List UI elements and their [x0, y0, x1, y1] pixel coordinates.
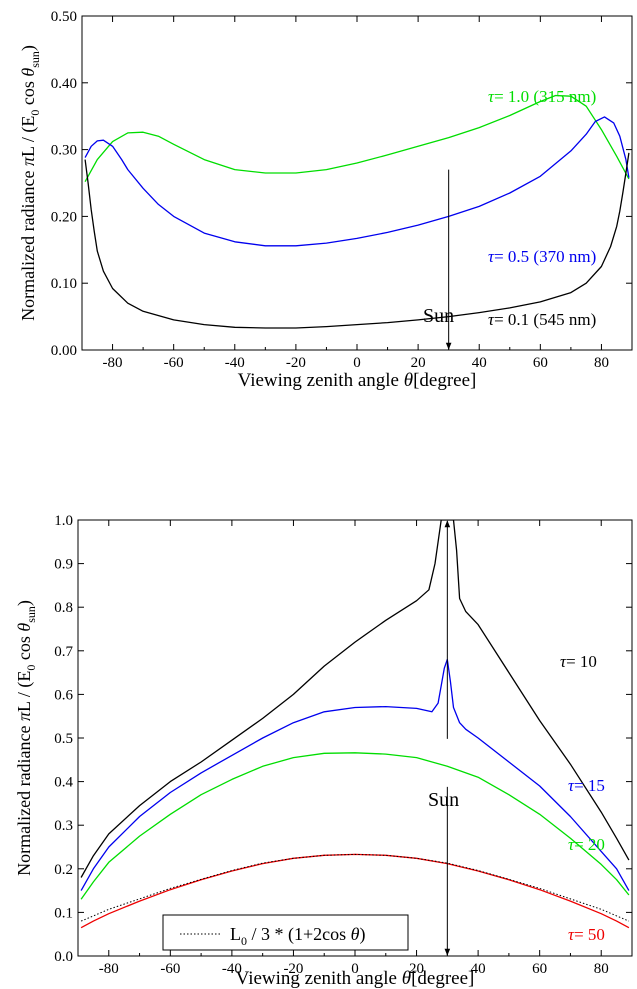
- chart-bottom-series: [80, 520, 630, 929]
- x-tick-label: -40: [222, 961, 242, 977]
- y-tick-label: 0.5: [54, 731, 73, 747]
- x-tick-label: 0: [351, 961, 359, 977]
- x-tick-label: 60: [532, 961, 547, 977]
- series-label-tau-10: τ= 10: [560, 652, 597, 671]
- legend-text: L0 / 3 * (1+2cos θ): [230, 924, 365, 948]
- y-tick-label: 0.50: [51, 9, 77, 25]
- series-label-tau-0-5: τ= 0.5 (370 nm): [488, 247, 596, 266]
- reference-line-dotted: [80, 853, 630, 922]
- x-tick-label: -60: [160, 961, 180, 977]
- series-line-bottom-2: [80, 752, 630, 900]
- chart-top-ticks: -80 -60 -40 -20 0 20 40 60 80 0.00 0.10 0.20 0.30 0.4…: [51, 9, 633, 371]
- x-tick-label: 80: [594, 355, 609, 371]
- y-tick-label: 0.4: [54, 775, 73, 791]
- x-tick-label: 0: [353, 355, 361, 371]
- y-tick-label: 0.20: [51, 209, 77, 225]
- x-tick-label: -60: [164, 355, 184, 371]
- series-line-bottom-1: [80, 658, 630, 891]
- series-label-tau-20: τ= 20: [568, 835, 605, 854]
- chart-top-series: [84, 94, 630, 329]
- chart-bottom-xlabel: Viewing zenith angle θ[degree]: [236, 968, 475, 989]
- series-line-top-2: [84, 152, 630, 329]
- y-tick-label: 0.00: [51, 343, 77, 359]
- series-label-tau-1-0: τ= 1.0 (315 nm): [488, 87, 596, 106]
- y-tick-label: 0.8: [54, 600, 73, 616]
- legend-box: L0 / 3 * (1+2cos θ): [162, 914, 409, 951]
- y-tick-label: 0.10: [51, 276, 77, 292]
- sun-label-top: Sun: [423, 305, 454, 327]
- x-tick-label: -20: [286, 355, 306, 371]
- chart-top: -80 -60 -40 -20 0 20 40 60 80 0.00 0.10 0.20 0.30 0.4…: [18, 9, 633, 391]
- chart-top-ylabel: Normalized radiance πL / (E0 cos θsun): [18, 45, 42, 321]
- y-tick-label: 0.3: [54, 818, 73, 834]
- series-line-top-0: [84, 94, 630, 183]
- x-tick-label: -20: [283, 961, 303, 977]
- x-tick-label: 40: [471, 961, 486, 977]
- legend-frame: [162, 914, 409, 951]
- chart-top-frame: [81, 15, 633, 351]
- chart-bottom: -80 -60 -40 -20 0 20 40 60 80 0.0 0.1 0.2 0.3 0.4 0.5 0…: [14, 513, 633, 989]
- y-tick-label: 0.1: [54, 905, 73, 921]
- y-tick-label: 0.30: [51, 143, 77, 159]
- chart-bottom-frame: [77, 519, 633, 957]
- x-tick-label: -80: [99, 961, 119, 977]
- series-label-tau-15: τ= 15: [568, 776, 605, 795]
- x-tick-label: 80: [594, 961, 609, 977]
- y-tick-label: 0.2: [54, 862, 73, 878]
- y-tick-label: 0.40: [51, 76, 77, 92]
- y-tick-label: 0.7: [54, 644, 73, 660]
- y-tick-label: 1.0: [54, 513, 73, 529]
- x-tick-label: -40: [225, 355, 245, 371]
- series-line-top-1: [84, 116, 630, 247]
- x-tick-label: -80: [103, 355, 123, 371]
- sun-label-bottom: Sun: [428, 789, 459, 811]
- y-tick-label: 0.0: [54, 949, 73, 965]
- x-tick-label: 20: [409, 961, 424, 977]
- series-label-tau-50: τ= 50: [568, 925, 605, 944]
- series-line-bottom-0: [80, 520, 630, 878]
- chart-top-xlabel: Viewing zenith angle θ[degree]: [238, 370, 477, 391]
- y-tick-label: 0.9: [54, 557, 73, 573]
- chart-bottom-ylabel: Normalized radiance πL / (E0 cos θsun): [14, 600, 38, 876]
- x-tick-label: 40: [472, 355, 487, 371]
- y-tick-label: 0.6: [54, 687, 73, 703]
- series-label-tau-0-1: τ= 0.1 (545 nm): [488, 310, 596, 329]
- x-tick-label: 60: [533, 355, 548, 371]
- chart-bottom-ticks: -80 -60 -40 -20 0 20 40 60 80 0.0 0.1 0.2 0.3 0.4 0.5 0…: [54, 513, 633, 977]
- x-tick-label: 20: [411, 355, 426, 371]
